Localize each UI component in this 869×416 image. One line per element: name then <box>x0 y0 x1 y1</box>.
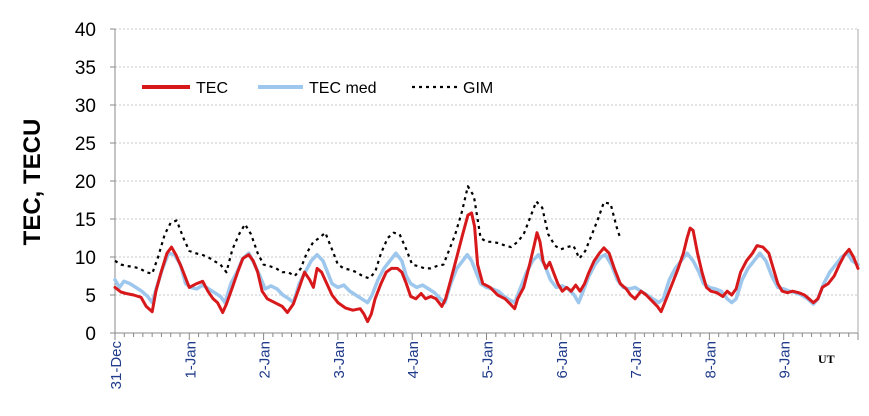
x-tick-label: 7-Jan <box>628 341 645 379</box>
y-tick-label: 5 <box>85 286 96 307</box>
y-axis-label: TEC, TECU <box>19 119 46 246</box>
x-tick-labels: 31-Dec 1-Jan 2-Jan 3-Jan 4-Jan 5-Jan 6-Jan 7-Ja… <box>108 341 794 390</box>
y-tick-labels: 0 5 10 15 20 25 30 35 40 <box>75 20 96 345</box>
legend-label-tec-med: TEC med <box>309 80 377 97</box>
axes <box>110 28 859 340</box>
x-tick-label: 8-Jan <box>702 341 719 379</box>
y-tick-label: 10 <box>75 248 96 269</box>
series-line-gim <box>114 185 622 280</box>
x-tick-label: 31-Dec <box>108 341 125 390</box>
y-tick-label: 30 <box>75 96 96 117</box>
x-unit-label: UT <box>818 352 835 366</box>
x-tick-label: 9-Jan <box>777 341 794 379</box>
series-line-tec <box>113 211 860 324</box>
legend-label-tec: TEC <box>196 80 228 97</box>
legend-label-gim: GIM <box>463 80 493 97</box>
y-tick-label: 20 <box>75 172 96 193</box>
y-tick-label: 15 <box>75 210 96 231</box>
x-tick-label: 3-Jan <box>331 341 348 379</box>
legend: TEC TEC med GIM <box>142 80 493 97</box>
y-tick-label: 25 <box>75 134 96 155</box>
x-tick-label: 4-Jan <box>405 341 422 379</box>
y-tick-label: 40 <box>75 20 96 41</box>
x-tick-label: 2-Jan <box>257 341 274 379</box>
x-tick-label: 1-Jan <box>182 341 199 379</box>
x-tick-label: 6-Jan <box>554 341 571 379</box>
gridlines <box>115 28 858 296</box>
y-tick-label: 0 <box>85 324 96 345</box>
x-tick-label: 5-Jan <box>480 341 497 379</box>
data-series <box>113 185 860 324</box>
y-tick-label: 35 <box>75 58 96 79</box>
